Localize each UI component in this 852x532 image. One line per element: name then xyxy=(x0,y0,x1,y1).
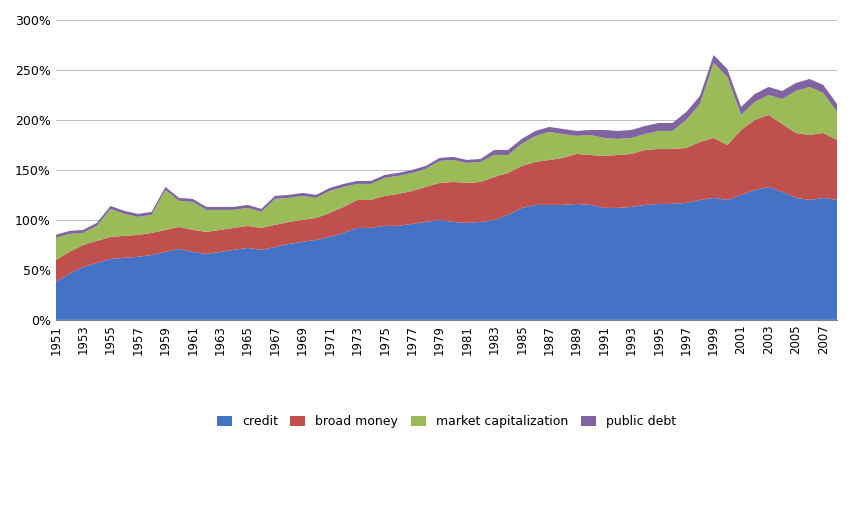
Legend: credit, broad money, market capitalization, public debt: credit, broad money, market capitalizati… xyxy=(212,410,681,433)
